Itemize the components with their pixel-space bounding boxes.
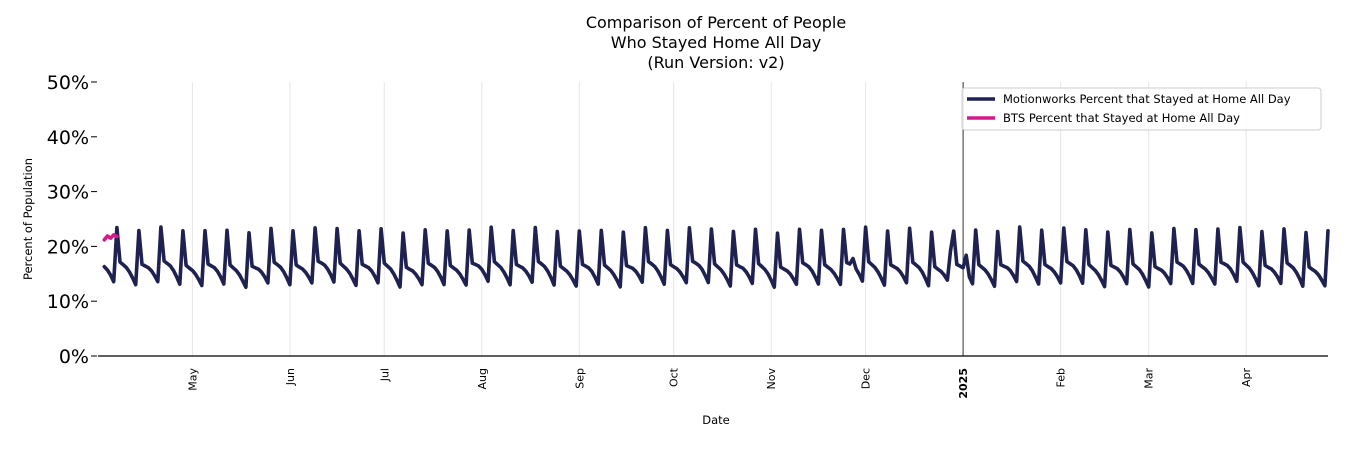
series-line-motionworks [102,225,1330,290]
y-tick-label: 40% [47,127,89,149]
legend: Motionworks Percent that Stayed at Home … [961,87,1322,131]
x-tick-label: Apr [1240,368,1253,388]
legend-label-bts: BTS Percent that Stayed at Home All Day [1003,111,1240,125]
chart-title-line-2: Who Stayed Home All Day [611,33,821,52]
x-tick-label: May [186,368,199,391]
y-tick-label: 10% [47,291,89,313]
legend-box [961,87,1322,131]
y-tick-label: 20% [47,236,89,258]
chart-title-line-1: Comparison of Percent of People [586,13,846,32]
series-line-bts [102,233,119,242]
chart-title: Comparison of Percent of People Who Stay… [586,13,846,72]
series-lines [102,225,1330,290]
chart-title-line-3: (Run Version: v2) [647,53,784,72]
legend-label-motionworks: Motionworks Percent that Stayed at Home … [1003,92,1291,106]
y-axis-label: Percent of Population [21,158,35,280]
x-tick-label: Jul [378,368,391,382]
x-tick-label: Aug [476,368,489,389]
x-tick-label: Mar [1143,368,1156,389]
y-axis: 0% 10% 20% 30% 40% 50% [47,72,97,368]
x-axis-label: Date [702,413,730,427]
x-tick-label: Nov [765,368,778,390]
x-tick-label: Sep [573,368,586,389]
x-tick-label: Feb [1055,368,1068,387]
y-tick-label: 0% [59,346,89,368]
x-axis: May Jun Jul Aug Sep Oct Nov Dec 2025 Feb Mar Apr [186,367,1253,398]
x-tick-label: Oct [668,367,681,387]
x-tick-label: 2025 [957,368,970,399]
y-tick-label: 30% [47,182,89,204]
y-tick-label: 50% [47,72,89,94]
x-tick-label: Dec [860,368,873,389]
x-tick-label: Jun [284,368,297,386]
